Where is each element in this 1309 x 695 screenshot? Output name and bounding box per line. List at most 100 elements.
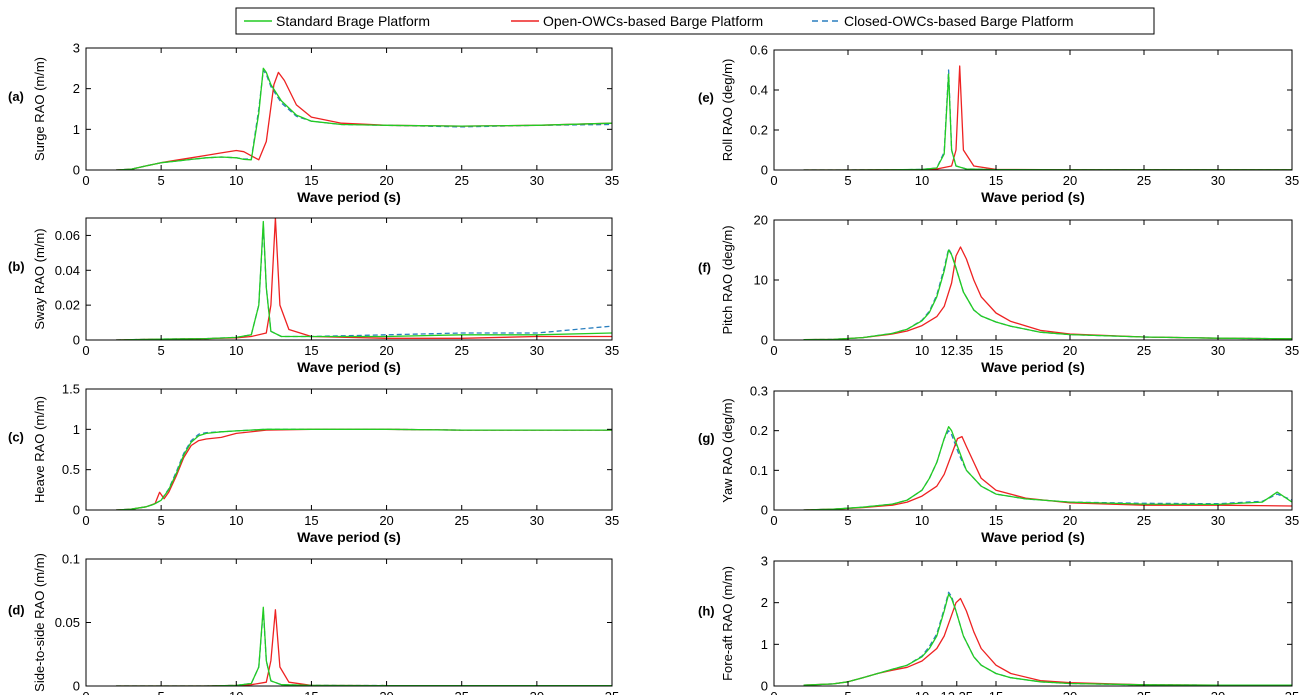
x-tick-label: 0 [82, 513, 89, 528]
panel-label: (f) [698, 260, 711, 275]
y-tick-label: 0 [73, 163, 80, 178]
x-axis-label: Wave period (s) [981, 529, 1085, 545]
x-tick-label: 25 [1137, 689, 1151, 695]
legend-entry-label: Standard Brage Platform [276, 13, 430, 29]
series-line [803, 426, 1292, 510]
x-tick-label: 5 [158, 343, 165, 358]
x-tick-label: 20 [379, 689, 393, 695]
y-tick-label: 2 [73, 81, 80, 96]
x-tick-label: 12.35 [941, 689, 974, 695]
axes-frame [85, 47, 613, 171]
y-tick-label: 0.1 [62, 552, 80, 567]
x-axis-label: Wave period (s) [297, 359, 401, 375]
series-line [116, 428, 612, 510]
rao-panel: 0 5 10 15 20 25 30 35 0 0.05 0.1 Side-to-side RAO (… [8, 552, 619, 695]
x-tick-label: 15 [989, 513, 1003, 528]
x-tick-label: 12.35 [941, 343, 974, 358]
series-line [116, 428, 612, 510]
x-tick-label: 15 [989, 689, 1003, 695]
x-tick-label: 10 [229, 343, 243, 358]
y-tick-label: 0 [73, 679, 80, 694]
legend-entry-label: Closed-OWCs-based Barge Platform [844, 13, 1074, 29]
axes-frame [85, 217, 613, 341]
y-axis-label: Heave RAO (m/m) [32, 396, 47, 503]
series-line [803, 246, 1292, 340]
series-line [803, 591, 1292, 686]
x-tick-label: 30 [1211, 513, 1225, 528]
x-tick-label: 20 [1063, 173, 1077, 188]
series-line [803, 597, 1292, 686]
x-tick-label: 15 [304, 343, 318, 358]
axes-frame [85, 558, 613, 687]
rao-panel: 0 5 10 15 20 25 30 35 0 0.1 0.2 0.3 Wave period (s) Y… [698, 384, 1299, 546]
x-tick-label: 25 [454, 689, 468, 695]
x-tick-label: 35 [1285, 513, 1299, 528]
y-tick-label: 3 [761, 554, 768, 569]
axes-frame [773, 219, 1293, 341]
legend: Standard Brage Platform Open-OWCs-based B… [235, 7, 1155, 35]
y-axis-label: Roll RAO (deg/m) [720, 59, 735, 162]
y-axis-label: Fore-aft RAO (m/m) [720, 566, 735, 681]
x-tick-label: 10 [229, 513, 243, 528]
x-tick-label: 25 [1137, 173, 1151, 188]
x-tick-label: 30 [1211, 173, 1225, 188]
y-tick-label: 0 [761, 333, 768, 348]
x-tick-label: 30 [1211, 689, 1225, 695]
axes-frame [85, 388, 613, 511]
x-tick-label: 20 [379, 513, 393, 528]
x-tick-label: 10 [915, 513, 929, 528]
rao-panel: 0 5 10 15 20 25 30 35 0 1 2 3 Wave period (s) Surge R… [8, 41, 619, 206]
rao-panel: 0 5 10 12.35 15 20 25 30 35 0 1 2 3 Fore-aft RAO (m/m… [698, 554, 1299, 695]
axes-frame [773, 390, 1293, 511]
x-tick-label: 25 [1137, 513, 1151, 528]
y-tick-label: 0 [761, 503, 768, 518]
x-tick-label: 15 [989, 343, 1003, 358]
axes-frame [773, 560, 1293, 687]
y-axis-label: Yaw RAO (deg/m) [720, 398, 735, 503]
y-tick-label: 0.4 [750, 83, 768, 98]
x-tick-label: 25 [1137, 343, 1151, 358]
y-tick-label: 0.04 [55, 263, 80, 278]
x-axis-label: Wave period (s) [297, 529, 401, 545]
y-tick-label: 1 [73, 122, 80, 137]
x-tick-label: 30 [530, 173, 544, 188]
y-tick-label: 0.05 [55, 615, 80, 630]
x-tick-label: 5 [844, 689, 851, 695]
series-group [116, 67, 612, 170]
legend-box [235, 7, 1155, 35]
y-tick-label: 2 [761, 595, 768, 610]
rao-panel: 0 5 10 15 20 25 30 35 0 0.02 0.04 0.06 Wave period (… [8, 217, 619, 375]
series-line [803, 593, 1292, 686]
x-tick-label: 15 [304, 173, 318, 188]
x-tick-label: 0 [82, 173, 89, 188]
y-axis-label: Sway RAO (m/m) [32, 228, 47, 329]
x-tick-label: 5 [844, 343, 851, 358]
series-line [116, 609, 612, 686]
x-axis-label: Wave period (s) [297, 189, 401, 205]
series-line [803, 248, 1292, 340]
y-tick-label: 0 [73, 503, 80, 518]
panel-label: (b) [8, 259, 25, 274]
x-tick-label: 30 [1211, 343, 1225, 358]
x-tick-label: 20 [1063, 513, 1077, 528]
x-tick-label: 35 [1285, 173, 1299, 188]
y-tick-label: 20 [754, 213, 768, 228]
y-tick-label: 0 [761, 163, 768, 178]
x-tick-label: 0 [82, 343, 89, 358]
x-tick-label: 15 [304, 513, 318, 528]
x-tick-label: 5 [844, 513, 851, 528]
x-tick-label: 25 [454, 343, 468, 358]
x-tick-label: 20 [1063, 343, 1077, 358]
y-tick-label: 0.06 [55, 228, 80, 243]
x-tick-label: 25 [454, 173, 468, 188]
rao-panel: 0 5 10 15 20 25 30 35 0 0.5 1 1.5 Wave period (s) Hea… [8, 382, 619, 546]
x-tick-label: 10 [915, 689, 929, 695]
x-tick-label: 30 [530, 343, 544, 358]
legend-entry-label: Open-OWCs-based Barge Platform [543, 13, 763, 29]
x-tick-label: 25 [454, 513, 468, 528]
x-tick-label: 0 [770, 343, 777, 358]
panel-label: (c) [8, 430, 24, 445]
rao-panel: 0 5 10 15 20 25 30 35 0 0.2 0.4 0.6 Wave period (s) R… [698, 43, 1299, 206]
panel-label: (e) [698, 90, 714, 105]
series-line [116, 69, 612, 170]
